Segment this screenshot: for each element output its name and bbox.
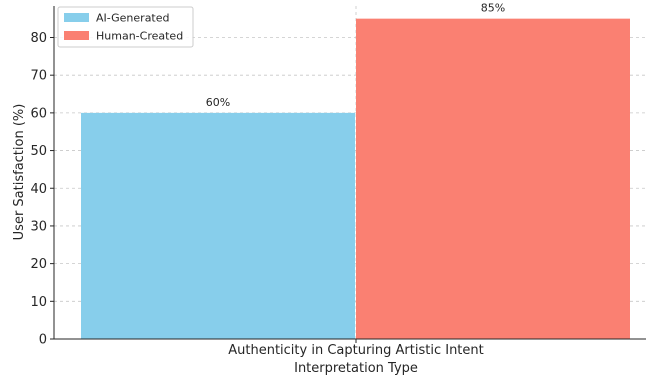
bars — [81, 18, 630, 339]
y-tick-label: 0 — [39, 333, 47, 348]
bar-ai-generated — [81, 112, 355, 339]
axes — [53, 6, 646, 340]
y-tick-label: 80 — [30, 31, 47, 46]
y-tick-label: 20 — [30, 257, 47, 272]
y-axis-title: User Satisfaction (%) — [12, 104, 27, 241]
data-labels: 60% 85% — [206, 2, 505, 109]
y-tick-label: 10 — [30, 295, 47, 310]
legend: AI-Generated Human-Created — [57, 6, 194, 48]
legend-swatch-ai-generated — [64, 13, 89, 22]
y-tick-label: 50 — [30, 144, 47, 159]
legend-swatch-human-created — [64, 31, 89, 40]
y-ticks: 0 10 20 30 40 50 60 70 80 — [30, 31, 357, 348]
y-tick-label: 30 — [30, 219, 47, 234]
data-label-ai-generated: 60% — [206, 96, 230, 109]
legend-label-human-created: Human-Created — [96, 30, 183, 43]
x-category-label: Authenticity in Capturing Artistic Inten… — [228, 343, 484, 358]
y-tick-label: 70 — [30, 69, 47, 84]
y-tick-label: 40 — [30, 182, 47, 197]
bar-human-created — [356, 18, 630, 339]
legend-frame — [57, 6, 194, 48]
y-tick-label: 60 — [30, 106, 47, 121]
x-axis-title: Interpretation Type — [294, 361, 418, 376]
legend-label-ai-generated: AI-Generated — [96, 12, 170, 25]
data-label-human-created: 85% — [481, 2, 505, 15]
